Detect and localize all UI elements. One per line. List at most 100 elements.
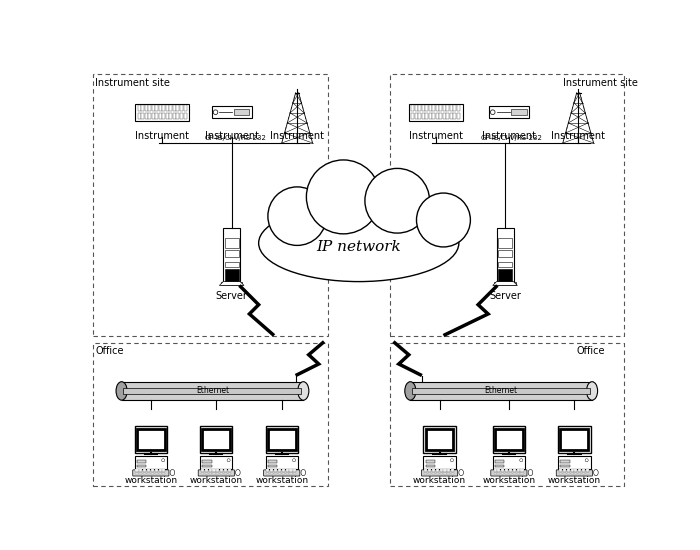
Bar: [428, 471, 431, 472]
Bar: [147, 472, 150, 474]
Text: Office: Office: [95, 345, 124, 355]
Bar: [432, 105, 435, 112]
Bar: [426, 465, 435, 467]
Bar: [570, 470, 573, 471]
Ellipse shape: [587, 382, 598, 400]
Bar: [497, 471, 500, 472]
Bar: [151, 471, 154, 472]
Bar: [567, 470, 570, 471]
Bar: [435, 113, 439, 119]
Bar: [457, 105, 460, 112]
Bar: [286, 471, 288, 472]
Bar: [144, 471, 146, 472]
Bar: [155, 470, 158, 471]
Bar: [139, 471, 142, 472]
Bar: [498, 269, 512, 281]
Text: workstation: workstation: [413, 476, 466, 485]
Bar: [435, 472, 439, 474]
Bar: [582, 472, 585, 474]
Text: IP network: IP network: [316, 240, 401, 254]
Bar: [567, 472, 570, 474]
Bar: [274, 470, 277, 471]
Bar: [489, 106, 529, 118]
Bar: [122, 382, 303, 400]
Bar: [290, 470, 293, 471]
Text: Instrument: Instrument: [551, 131, 606, 141]
Bar: [432, 472, 435, 474]
Text: workstation: workstation: [125, 476, 177, 485]
Bar: [159, 105, 162, 112]
Bar: [428, 470, 431, 471]
Ellipse shape: [405, 382, 416, 400]
Bar: [270, 471, 273, 472]
Bar: [93, 74, 328, 336]
Bar: [447, 105, 449, 112]
Text: Instrument: Instrument: [135, 131, 190, 141]
Bar: [497, 472, 500, 474]
Ellipse shape: [298, 382, 309, 400]
Bar: [144, 470, 146, 471]
Bar: [270, 470, 273, 471]
Bar: [266, 471, 270, 472]
Bar: [278, 472, 281, 474]
Bar: [152, 113, 155, 119]
Bar: [454, 105, 456, 112]
Bar: [501, 472, 504, 474]
Bar: [148, 105, 151, 112]
Text: Instrument site: Instrument site: [95, 78, 170, 87]
Bar: [204, 472, 208, 474]
Bar: [137, 428, 164, 450]
Bar: [158, 471, 162, 472]
Bar: [389, 74, 624, 336]
Bar: [497, 470, 500, 471]
Bar: [574, 470, 578, 471]
Circle shape: [268, 187, 326, 245]
Bar: [505, 472, 508, 474]
Bar: [447, 113, 449, 119]
Bar: [505, 471, 508, 472]
Bar: [274, 471, 277, 472]
Bar: [155, 471, 158, 472]
Bar: [498, 250, 512, 257]
Bar: [424, 470, 427, 471]
Bar: [234, 109, 249, 116]
Bar: [138, 113, 141, 119]
Circle shape: [227, 459, 230, 462]
Bar: [216, 470, 219, 471]
Bar: [452, 470, 454, 471]
Bar: [421, 113, 425, 119]
Bar: [496, 228, 514, 282]
Bar: [494, 471, 496, 472]
Bar: [166, 113, 169, 119]
Bar: [220, 472, 223, 474]
Bar: [162, 471, 165, 472]
Text: GP-IB/CI-V/RS-232: GP-IB/CI-V/RS-232: [480, 135, 542, 141]
Bar: [274, 472, 277, 474]
Circle shape: [365, 168, 430, 233]
Bar: [409, 104, 463, 120]
Circle shape: [162, 459, 164, 462]
Circle shape: [416, 193, 470, 247]
Bar: [151, 470, 154, 471]
Bar: [559, 472, 562, 474]
Bar: [443, 105, 446, 112]
Bar: [559, 471, 562, 472]
Bar: [505, 470, 508, 471]
Bar: [421, 105, 425, 112]
Bar: [412, 388, 590, 394]
Bar: [444, 471, 447, 472]
Bar: [447, 472, 450, 474]
Bar: [220, 470, 223, 471]
Text: Instrument site: Instrument site: [563, 78, 638, 87]
Bar: [159, 113, 162, 119]
Bar: [517, 471, 519, 472]
Bar: [151, 472, 154, 474]
FancyBboxPatch shape: [491, 470, 527, 476]
Text: workstation: workstation: [190, 476, 243, 485]
Bar: [582, 471, 585, 472]
Bar: [158, 472, 162, 474]
Bar: [224, 470, 227, 471]
Bar: [435, 470, 439, 471]
Bar: [278, 470, 281, 471]
Bar: [281, 471, 285, 472]
